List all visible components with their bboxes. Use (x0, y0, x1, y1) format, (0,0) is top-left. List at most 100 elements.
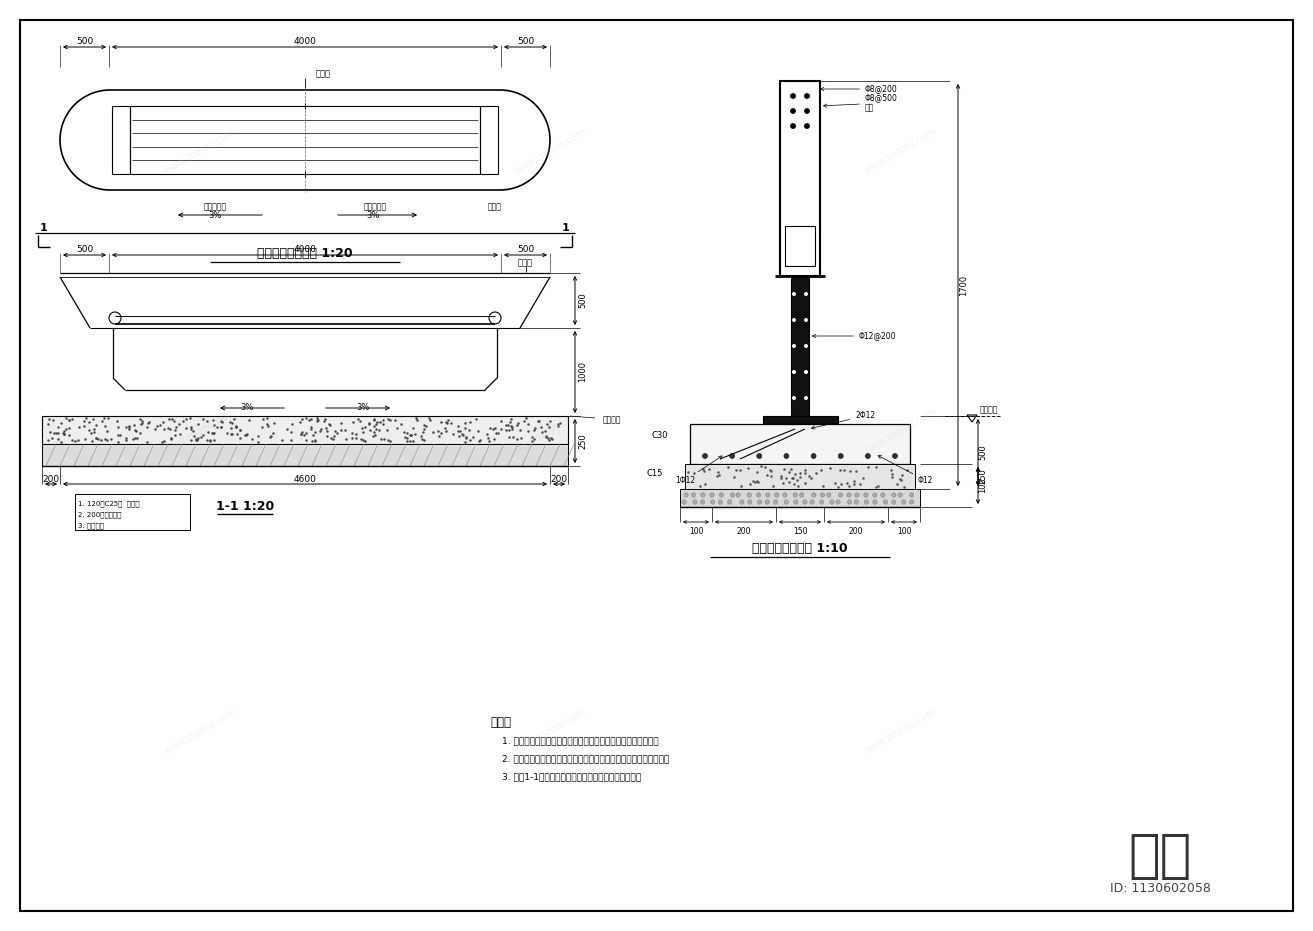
Point (744, 475, 765, 490)
Point (725, 463, 746, 478)
Circle shape (804, 292, 807, 296)
Point (747, 474, 768, 489)
Circle shape (793, 492, 797, 497)
Point (160, 431, 181, 446)
Text: www.znzmo.com: www.znzmo.com (512, 406, 588, 455)
Point (369, 422, 390, 437)
Point (399, 428, 420, 443)
Point (378, 433, 399, 448)
Circle shape (865, 453, 871, 458)
Point (364, 425, 385, 439)
Text: Φ8@500
箍筋: Φ8@500 箍筋 (823, 93, 898, 113)
Point (503, 429, 524, 444)
Point (428, 428, 449, 443)
Point (825, 476, 846, 491)
Point (708, 465, 729, 479)
Point (74, 413, 95, 428)
Point (477, 426, 498, 441)
Point (400, 428, 421, 443)
Point (257, 416, 278, 431)
Point (867, 479, 888, 494)
Point (201, 425, 222, 440)
Bar (680, 489, 920, 507)
Point (320, 418, 341, 433)
Circle shape (783, 492, 786, 497)
Point (414, 422, 435, 437)
Point (499, 429, 520, 444)
Point (38, 412, 59, 426)
Point (306, 413, 327, 428)
Point (210, 420, 231, 435)
Point (202, 425, 223, 440)
Point (419, 411, 440, 425)
Point (502, 421, 523, 436)
Point (62, 433, 83, 448)
Point (301, 422, 322, 437)
Circle shape (790, 109, 796, 114)
Point (536, 429, 557, 444)
Text: 4000: 4000 (294, 246, 316, 254)
Circle shape (892, 500, 895, 505)
Point (360, 423, 381, 438)
Point (161, 412, 183, 426)
Text: 200: 200 (550, 475, 567, 483)
Point (180, 422, 201, 437)
Point (85, 418, 106, 433)
Point (478, 434, 499, 449)
Circle shape (910, 500, 914, 505)
Point (190, 430, 211, 445)
Point (536, 430, 557, 445)
Point (150, 418, 171, 433)
Text: 承台顶面: 承台顶面 (979, 405, 998, 414)
Point (496, 422, 517, 437)
Point (151, 434, 172, 449)
Point (108, 427, 129, 442)
Circle shape (784, 500, 789, 505)
Text: 余水孔: 余水孔 (488, 203, 502, 211)
Point (200, 434, 221, 449)
Point (59, 427, 80, 442)
Point (448, 419, 469, 434)
Bar (75, 494, 190, 530)
Text: C30: C30 (651, 431, 668, 440)
Circle shape (765, 492, 769, 497)
Text: 3. 素土夯实: 3. 素土夯实 (77, 522, 104, 529)
Point (487, 425, 508, 440)
Circle shape (747, 500, 752, 505)
Circle shape (800, 492, 804, 497)
Point (130, 416, 151, 431)
Point (42, 430, 63, 445)
Point (355, 420, 376, 435)
Point (186, 432, 207, 447)
Point (699, 462, 720, 477)
Point (97, 424, 118, 439)
Point (108, 420, 129, 435)
Point (230, 423, 251, 438)
Point (227, 426, 248, 441)
Point (93, 411, 114, 425)
Point (185, 432, 206, 447)
Text: 2Φ12: 2Φ12 (811, 412, 876, 429)
Point (394, 429, 415, 444)
Text: www.znzmo.com: www.znzmo.com (163, 707, 238, 756)
Point (198, 425, 219, 439)
Point (454, 421, 475, 436)
Circle shape (730, 453, 735, 458)
Point (110, 427, 131, 442)
Point (345, 431, 366, 446)
Point (316, 429, 337, 444)
Point (708, 467, 729, 482)
Bar (42, 444, 569, 466)
Point (378, 412, 399, 426)
Point (723, 470, 744, 485)
Point (428, 424, 449, 439)
Text: Φ12: Φ12 (878, 455, 934, 485)
Point (95, 432, 116, 447)
Circle shape (821, 492, 825, 497)
Point (798, 468, 819, 483)
Point (695, 476, 716, 491)
Point (319, 416, 340, 431)
Point (454, 434, 475, 449)
Point (507, 416, 528, 431)
Circle shape (718, 500, 722, 505)
